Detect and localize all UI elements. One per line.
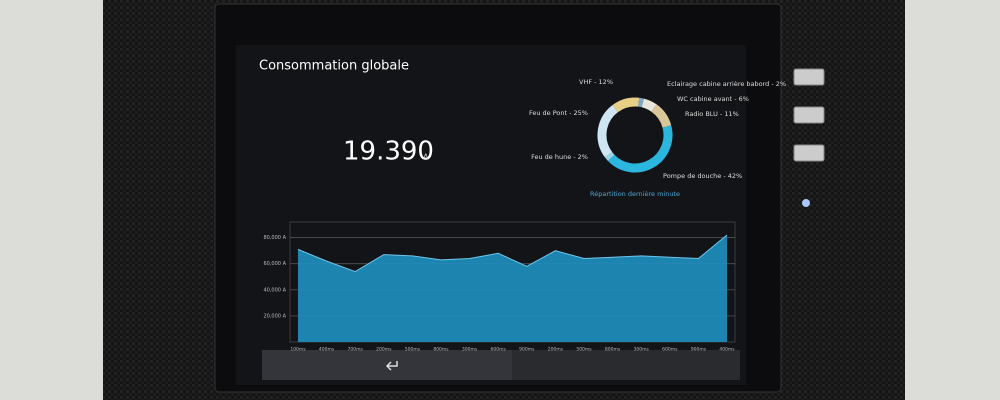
- donut-segment: [651, 104, 672, 128]
- x-tick-label: 900ms: [691, 347, 707, 353]
- area-line: [297, 234, 728, 273]
- page-title: Consommation globale: [259, 59, 409, 74]
- donut-segment: [612, 97, 640, 113]
- x-tick-label: 400ms: [319, 347, 335, 353]
- usb-port: [793, 68, 825, 86]
- donut-segment: [604, 151, 615, 162]
- donut-segment: [641, 98, 657, 112]
- x-tick-label: 300ms: [462, 347, 478, 353]
- donut-segment: [638, 97, 644, 108]
- x-tick-label: 400ms: [719, 347, 735, 353]
- status-led: [802, 199, 810, 207]
- reading-value: 19.390: [343, 137, 434, 167]
- y-tick-label: 80,000 A: [263, 235, 286, 241]
- x-tick-label: 800ms: [605, 347, 621, 353]
- donut-label: VHF - 12%: [579, 78, 613, 86]
- x-tick-label: 300ms: [634, 347, 650, 353]
- x-tick-label: 500ms: [576, 347, 592, 353]
- x-tick-label: 200ms: [376, 347, 392, 353]
- usb-ports: [793, 68, 825, 162]
- x-tick-label: 600ms: [662, 347, 678, 353]
- usb-port: [793, 106, 825, 124]
- donut-label: Eclairage cabine arrière babord - 2%: [667, 80, 786, 88]
- x-tick-label: 900ms: [519, 347, 535, 353]
- reading-unit: A: [423, 153, 429, 162]
- y-tick-label: 60,000 A: [263, 261, 286, 267]
- x-tick-label: 200ms: [548, 347, 564, 353]
- donut-label: Feu de Pont - 25%: [529, 109, 588, 117]
- back-icon: [385, 361, 398, 371]
- x-tick-label: 100ms: [290, 347, 306, 353]
- x-tick-label: 700ms: [348, 347, 364, 353]
- donut-label: WC cabine avant - 6%: [677, 95, 749, 103]
- x-tick-label: 800ms: [433, 347, 449, 353]
- area: [298, 235, 727, 342]
- donut-segment: [607, 125, 673, 173]
- donut-label: Pompe de douche - 42%: [663, 172, 742, 180]
- usb-port: [793, 144, 825, 162]
- donut-label: Feu de hune - 2%: [531, 153, 588, 161]
- y-tick-label: 20,000 A: [263, 313, 286, 319]
- donut-label: Radio BLU - 11%: [685, 110, 739, 118]
- x-tick-label: 600ms: [491, 347, 507, 353]
- donut-subtitle: Répartition dernière minute: [590, 190, 680, 198]
- y-tick-label: 40,000 A: [263, 287, 286, 293]
- donut-segment: [597, 104, 619, 158]
- x-tick-label: 500ms: [405, 347, 421, 353]
